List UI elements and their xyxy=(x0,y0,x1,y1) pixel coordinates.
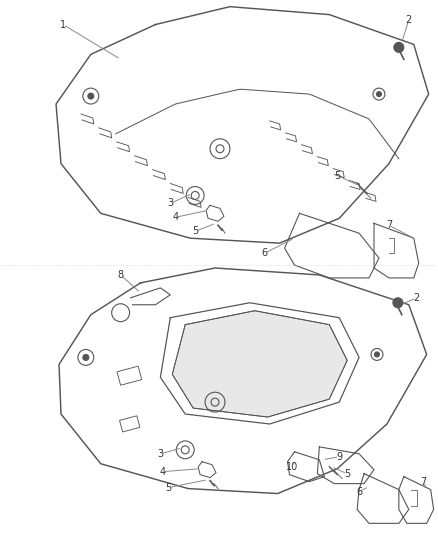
Text: 5: 5 xyxy=(334,171,340,181)
Circle shape xyxy=(377,92,381,96)
Text: 6: 6 xyxy=(261,248,268,258)
Text: 2: 2 xyxy=(413,293,420,303)
Text: 10: 10 xyxy=(286,462,299,472)
Polygon shape xyxy=(172,311,347,417)
Circle shape xyxy=(83,354,89,360)
Circle shape xyxy=(394,43,404,52)
Circle shape xyxy=(374,352,379,357)
Text: 1: 1 xyxy=(60,20,66,29)
Text: 4: 4 xyxy=(159,467,166,477)
Text: 3: 3 xyxy=(157,449,163,459)
Circle shape xyxy=(88,93,94,99)
Bar xyxy=(117,366,142,385)
Text: 2: 2 xyxy=(406,14,412,25)
Text: 5: 5 xyxy=(165,482,171,492)
Bar xyxy=(120,416,140,432)
Text: 9: 9 xyxy=(336,452,342,462)
Text: 8: 8 xyxy=(117,270,124,280)
Text: 6: 6 xyxy=(356,487,362,497)
Text: 3: 3 xyxy=(167,198,173,208)
Text: 4: 4 xyxy=(172,212,178,222)
Text: 7: 7 xyxy=(420,477,427,487)
Text: 5: 5 xyxy=(344,469,350,479)
Text: 5: 5 xyxy=(192,226,198,236)
Text: 7: 7 xyxy=(386,220,392,230)
Circle shape xyxy=(393,298,403,308)
